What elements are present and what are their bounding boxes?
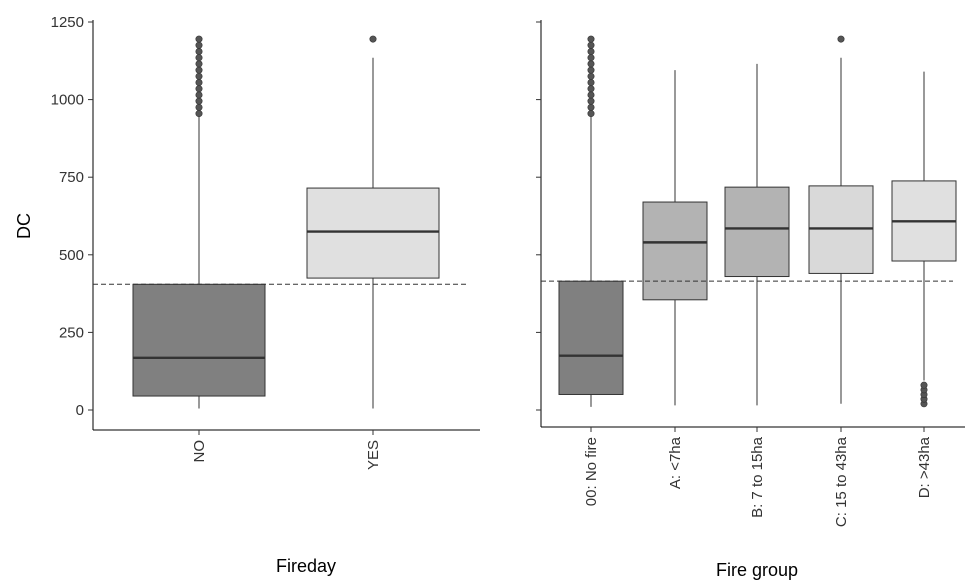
x-tick-label: YES <box>365 440 382 470</box>
outlier-point <box>195 79 203 87</box>
outlier-point <box>587 35 595 43</box>
outlier-point <box>587 41 595 49</box>
outlier-point <box>195 103 203 111</box>
outlier-point <box>195 72 203 80</box>
outlier-point <box>587 72 595 80</box>
y-tick-label: 750 <box>59 169 84 186</box>
x-tick-label: A: <7ha <box>667 436 684 489</box>
outlier-point <box>587 47 595 55</box>
outlier-point <box>195 85 203 93</box>
x-tick-label: B: 7 to 15ha <box>749 436 766 518</box>
outlier-point <box>587 79 595 87</box>
outlier-point <box>195 41 203 49</box>
outlier-point <box>587 97 595 105</box>
outlier-point <box>195 47 203 55</box>
outlier-point <box>587 85 595 93</box>
outlier-point <box>587 60 595 68</box>
outlier-point <box>195 97 203 105</box>
y-tick-label: 0 <box>76 402 84 419</box>
y-tick-label: 250 <box>59 324 84 341</box>
box <box>724 186 790 278</box>
outlier-point <box>195 91 203 99</box>
outlier-point <box>587 91 595 99</box>
outlier-point <box>195 60 203 68</box>
outlier-point <box>587 66 595 74</box>
x-tick-label: D: >43ha <box>916 436 933 498</box>
x-tick-label: C: 15 to 43ha <box>833 436 850 527</box>
x-tick-label: 00: No fire <box>583 437 600 506</box>
box <box>132 283 266 397</box>
y-tick-label: 500 <box>59 247 84 264</box>
outlier-point <box>195 35 203 43</box>
outlier-point <box>587 103 595 111</box>
box <box>642 201 708 301</box>
box <box>558 280 624 395</box>
y-tick-label: 1000 <box>51 92 84 109</box>
outlier-point <box>195 66 203 74</box>
outlier-point <box>587 110 595 118</box>
y-tick-label: 1250 <box>51 14 84 31</box>
outlier-point <box>920 381 928 389</box>
outlier-point <box>837 35 845 43</box>
y-axis-title: DC <box>14 213 34 239</box>
box <box>306 187 440 279</box>
panel-fire-group: 00: No fire A: <7ha B: 7 to 15ha C: 15 to 4… <box>536 20 965 527</box>
outlier-point <box>587 54 595 62</box>
x-axis-title-fireday: Fireday <box>276 556 336 576</box>
x-axis-title-fire-group: Fire group <box>716 560 798 580</box>
panel-fireday: 0 250 500 750 1000 1250 NO YES <box>51 14 480 470</box>
outlier-point <box>195 54 203 62</box>
x-tick-label: NO <box>191 440 208 463</box>
box <box>808 185 874 274</box>
outlier-point <box>369 35 377 43</box>
outlier-point <box>195 110 203 118</box>
